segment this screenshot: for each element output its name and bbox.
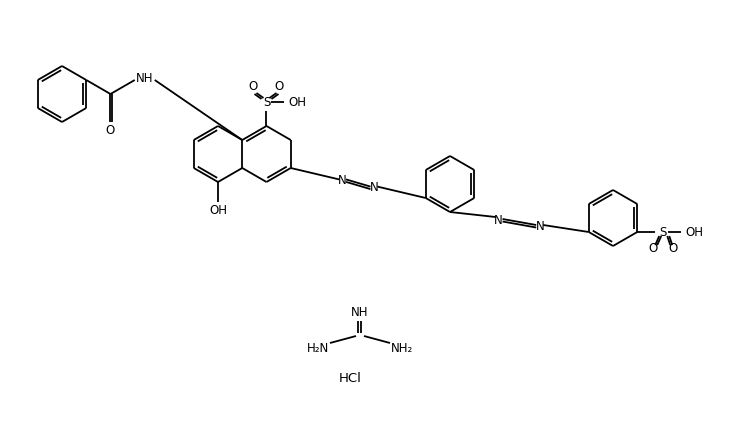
Text: O: O (249, 79, 258, 92)
Text: O: O (275, 79, 284, 92)
Text: NH₂: NH₂ (391, 342, 413, 355)
Text: S: S (660, 226, 667, 239)
Text: H₂N: H₂N (307, 342, 329, 355)
Text: N: N (370, 181, 379, 194)
Text: OH: OH (288, 96, 306, 109)
Text: OH: OH (209, 204, 227, 217)
Text: HCl: HCl (339, 372, 362, 385)
Text: NH: NH (351, 306, 369, 319)
Text: O: O (649, 242, 658, 255)
Text: NH: NH (136, 71, 154, 84)
Text: N: N (338, 173, 347, 187)
Text: OH: OH (685, 226, 703, 239)
Text: O: O (669, 242, 678, 255)
Text: N: N (494, 213, 503, 226)
Text: N: N (536, 219, 545, 232)
Text: O: O (106, 123, 115, 136)
Text: S: S (263, 96, 270, 109)
